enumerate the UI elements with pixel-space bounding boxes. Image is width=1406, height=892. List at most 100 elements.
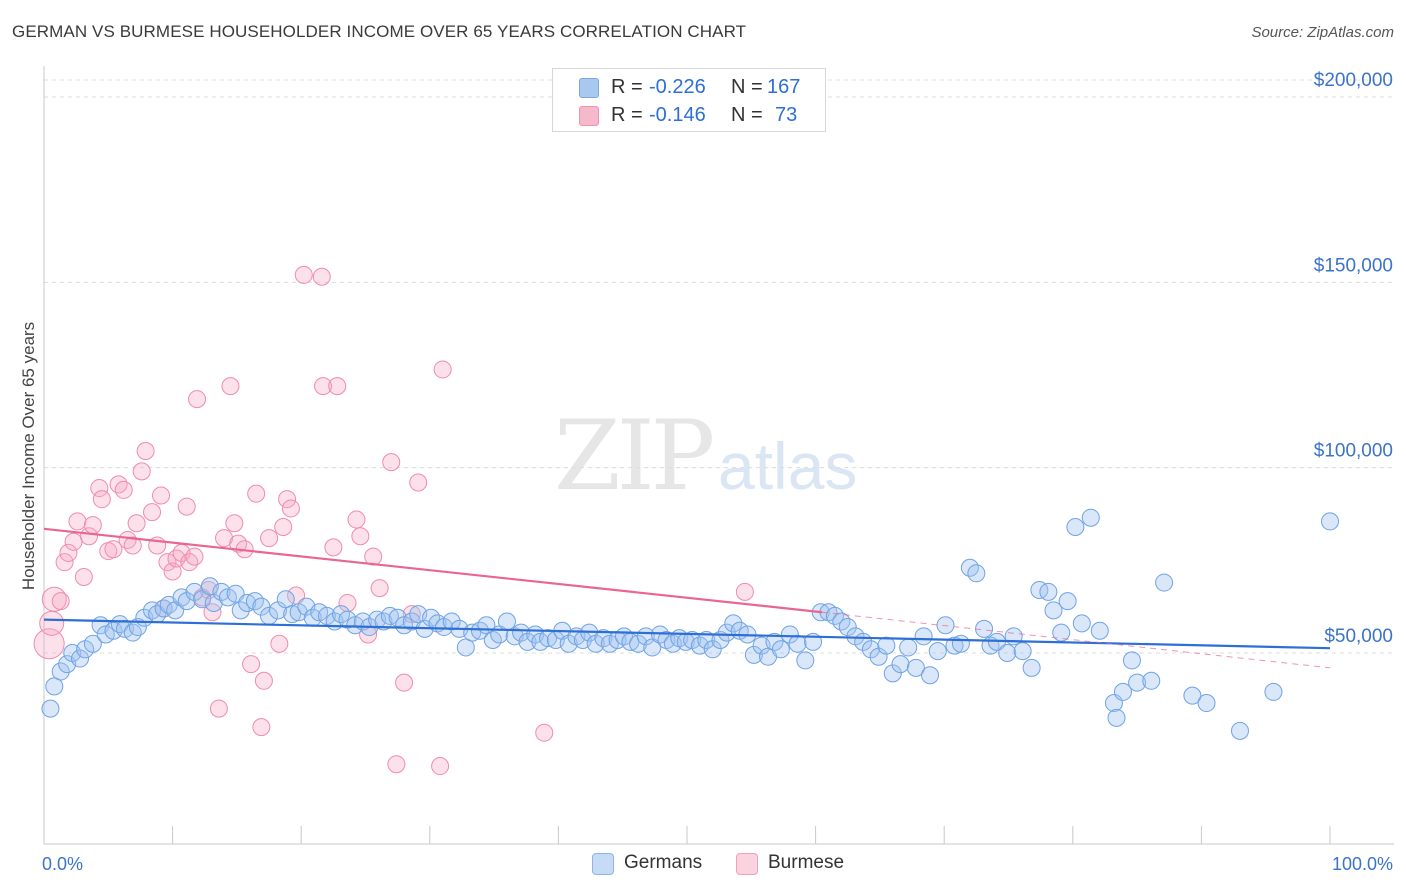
burmese-point	[39, 610, 65, 636]
germans-point	[41, 699, 60, 718]
burmese-point	[387, 755, 406, 774]
burmese-point	[347, 510, 366, 529]
burmese-point	[143, 503, 162, 522]
burmese-point	[314, 377, 333, 396]
burmese-point	[203, 603, 222, 622]
germans-point	[877, 636, 896, 655]
germans-point	[1264, 682, 1283, 701]
germans-point	[45, 677, 64, 696]
burmese-point	[433, 360, 452, 379]
burmese-point	[735, 582, 754, 601]
axes	[43, 66, 1394, 845]
burmese-point	[90, 479, 109, 498]
germans-point	[788, 634, 807, 653]
germans-swatch	[579, 78, 599, 98]
germans-point	[1022, 658, 1041, 677]
burmese-point	[312, 267, 331, 286]
burmese-point	[80, 527, 99, 546]
n-value: 167	[767, 76, 801, 98]
burmese-point	[59, 543, 78, 562]
burmese-point	[152, 486, 171, 505]
r-label: R =	[611, 104, 643, 126]
germans-point	[123, 623, 142, 642]
germans-point	[388, 608, 407, 627]
burmese-point	[260, 529, 279, 548]
germans-point	[765, 632, 784, 651]
burmese-point	[274, 517, 293, 536]
germans-point	[1013, 642, 1032, 661]
germans-point	[51, 662, 70, 681]
burmese-point	[92, 490, 111, 509]
burmese-point	[328, 377, 347, 396]
germans-point	[1090, 621, 1109, 640]
germans-point	[1197, 694, 1216, 713]
germans-point	[1052, 623, 1071, 642]
burmese-point	[74, 568, 93, 587]
burmese-point	[127, 514, 146, 533]
r-value: -0.146	[649, 104, 706, 126]
germans-point	[744, 645, 763, 664]
y-tick-label: $200,000	[1314, 70, 1393, 91]
burmese-point	[185, 547, 204, 566]
burmese-point	[535, 723, 554, 742]
germans-point	[1183, 686, 1202, 705]
germans-point	[1142, 671, 1161, 690]
burmese-point	[254, 671, 273, 690]
burmese-legend-label: Burmese	[768, 852, 845, 873]
germans-point	[883, 664, 902, 683]
germans-point	[998, 644, 1017, 662]
germans-point	[928, 642, 947, 661]
germans-point	[629, 634, 648, 653]
burmese-point	[209, 699, 228, 718]
germans-point	[442, 612, 461, 631]
burmese-point	[281, 499, 300, 518]
germans-point	[83, 634, 102, 653]
germans-point	[1030, 580, 1049, 599]
germans-point	[1044, 601, 1063, 620]
germans-point	[456, 638, 475, 657]
germans-point	[1230, 721, 1249, 740]
burmese-point	[252, 718, 271, 737]
germans-point	[110, 615, 129, 634]
burmese-point	[55, 553, 74, 572]
burmese-point	[270, 634, 289, 653]
germans-point	[838, 618, 857, 637]
burmese-point	[51, 592, 70, 611]
y-tick-label: $100,000	[1314, 441, 1393, 462]
burmese-point	[114, 480, 133, 499]
burmese-point	[225, 514, 244, 533]
germans-point	[945, 636, 964, 655]
germans-point	[380, 606, 399, 625]
stats-legend: R = -0.226 N = 167 R = -0.146 N = 73	[552, 68, 826, 132]
chart-title: GERMAN VS BURMESE HOUSEHOLDER INCOME OVE…	[12, 22, 747, 41]
burmese-point	[180, 553, 199, 572]
germans-point	[1128, 673, 1147, 692]
germans-point	[252, 597, 271, 616]
r-value: -0.226	[649, 76, 706, 98]
germans-point	[861, 640, 880, 659]
burmese-point	[324, 538, 343, 557]
burmese-point	[118, 530, 137, 549]
germans-point	[559, 634, 578, 653]
germans-point	[1122, 651, 1141, 670]
burmese-point	[395, 673, 414, 692]
germans-point	[276, 590, 295, 609]
watermark-atlas: atlas	[718, 429, 858, 503]
germans-legend-swatch	[592, 853, 614, 875]
germans-point	[238, 593, 257, 612]
watermark-zip: ZIP	[554, 400, 715, 512]
germans-point	[539, 629, 558, 648]
burmese-point	[132, 462, 151, 481]
burmese-point	[294, 265, 313, 284]
germans-point	[1107, 708, 1126, 727]
germans-point	[1321, 512, 1339, 531]
gridlines	[44, 79, 1394, 654]
burmese-point	[64, 532, 83, 551]
burmese-point	[123, 536, 142, 555]
germans-point	[71, 649, 90, 668]
germans-point	[231, 601, 250, 620]
germans-point	[1039, 582, 1058, 601]
burmese-legend-swatch	[736, 853, 758, 875]
legend-row-burmese: R = -0.146 N = 73	[553, 101, 825, 129]
n-value: 73	[775, 104, 798, 126]
